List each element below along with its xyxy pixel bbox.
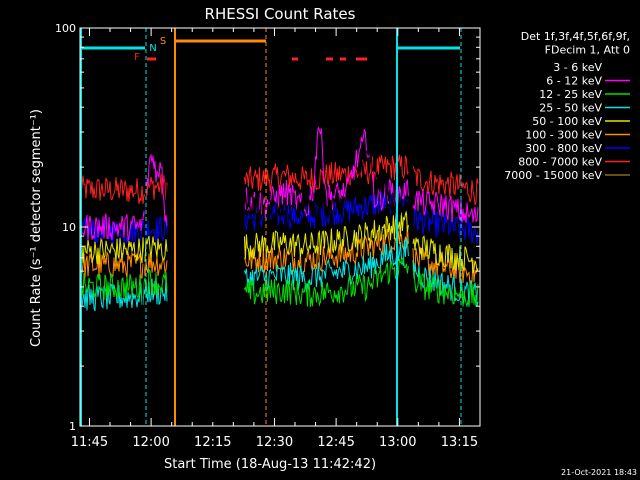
x-axis-label: Start Time (18-Aug-13 11:42:42) xyxy=(164,457,376,472)
x-tick-labels: 11:45 12:00 12:15 12:30 12:45 13:00 13:15 xyxy=(71,28,481,450)
series-line xyxy=(243,256,409,307)
legend-entry-label: 3 - 6 keV xyxy=(553,61,602,74)
plot-area: FNS xyxy=(79,28,479,426)
y-tick-label: 100 xyxy=(55,22,76,35)
y-axis-label: Count Rate (s⁻¹ detector segment⁻¹) xyxy=(29,109,44,347)
annotation-label: S xyxy=(160,36,166,47)
y-tick-labels: 1 10 100 xyxy=(55,22,480,433)
footer-timestamp: 21-Oct-2021 18:43 xyxy=(561,468,637,477)
legend-entry-label: 300 - 800 keV xyxy=(525,142,602,155)
chart-title: RHESSI Count Rates xyxy=(205,5,356,23)
series-line xyxy=(79,173,168,205)
legend-header: Det 1f,3f,4f,5f,6f,9f, xyxy=(521,30,630,43)
x-tick-label: 13:00 xyxy=(379,435,416,450)
x-tick-label: 12:00 xyxy=(132,435,169,450)
series-line xyxy=(79,236,168,265)
series-line xyxy=(79,153,168,241)
x-tick-label: 12:30 xyxy=(256,435,293,450)
series-line xyxy=(412,268,479,307)
annotation-label: N xyxy=(149,43,156,54)
x-tick-label: 13:15 xyxy=(441,435,478,450)
series-line xyxy=(79,120,168,349)
series-line xyxy=(243,147,409,231)
legend-entry-label: 100 - 300 keV xyxy=(525,129,602,142)
series-line xyxy=(243,225,409,275)
legend-header: FDecim 1, Att 0 xyxy=(545,44,630,57)
legend-entry-label: 25 - 50 keV xyxy=(539,102,602,115)
series-line xyxy=(79,268,168,301)
y-tick-label: 1 xyxy=(69,420,76,433)
legend: Det 1f,3f,4f,5f,6f,9f,FDecim 1, Att 0 3 -… xyxy=(504,30,630,182)
series-line xyxy=(412,287,479,356)
series-line xyxy=(412,207,479,244)
series-line xyxy=(412,235,479,274)
series-line xyxy=(243,237,409,293)
series-line xyxy=(412,246,479,288)
legend-entry-label: 12 - 25 keV xyxy=(539,88,602,101)
legend-entry-label: 7000 - 15000 keV xyxy=(504,169,602,182)
x-tick-label: 12:15 xyxy=(194,435,231,450)
annotation-label: F xyxy=(134,52,140,63)
y-tick-label: 10 xyxy=(62,221,76,234)
x-tick-label: 12:45 xyxy=(317,435,354,450)
series-line xyxy=(243,154,409,193)
legend-entry-label: 800 - 7000 keV xyxy=(518,156,602,169)
series-line xyxy=(243,125,409,218)
series-line xyxy=(243,210,409,260)
series-line xyxy=(412,166,479,205)
series-line xyxy=(412,189,479,223)
legend-entry-label: 6 - 12 keV xyxy=(546,75,602,88)
x-tick-label: 11:45 xyxy=(71,435,108,450)
legend-entry-label: 50 - 100 keV xyxy=(532,115,602,128)
series-line xyxy=(79,250,168,279)
